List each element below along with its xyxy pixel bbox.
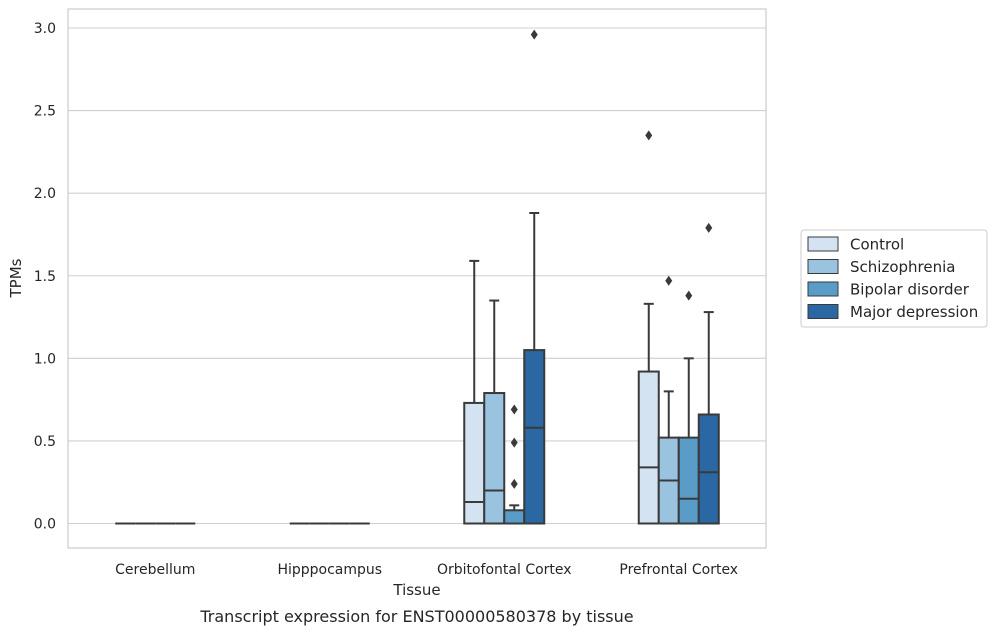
box-group [697, 222, 720, 525]
chart-caption: Transcript expression for ENST0000058037… [199, 607, 633, 626]
legend-label: Major depression [850, 303, 978, 321]
box-group [503, 404, 526, 525]
outlier-point [685, 290, 693, 301]
y-tick-label: 1.0 [34, 351, 56, 367]
outlier-point [665, 275, 673, 286]
box [483, 392, 506, 525]
x-tick-label: Prefrontal Cortex [619, 562, 738, 578]
legend-swatch [807, 304, 839, 319]
box [637, 370, 660, 525]
box [697, 413, 720, 525]
legend-swatch [807, 259, 839, 274]
legend: Control Schizophrenia Bipolar disorder Majo… [800, 229, 988, 328]
box [503, 509, 526, 525]
legend-swatch [807, 236, 839, 252]
legend-frame [800, 229, 988, 328]
x-tick-label: Orbitofontal Cortex [437, 562, 572, 578]
outlier-point [645, 130, 653, 141]
y-tick-label: 0.0 [34, 517, 56, 533]
legend-label: Control [850, 236, 904, 254]
box-series [115, 29, 720, 525]
box-group [483, 299, 506, 525]
box [463, 401, 486, 525]
x-tick-label: Cerebellum [115, 562, 195, 578]
legend-swatch [807, 281, 839, 297]
outlier-point [705, 222, 713, 233]
outlier-point [510, 404, 518, 415]
x-tick-labels: Cerebellum Hipppocampus Orbitofontal Corte… [115, 562, 738, 578]
box-group [637, 130, 660, 525]
outlier-point [510, 478, 518, 489]
y-tick-labels: 0.0 0.5 1.0 1.5 2.0 2.5 3.0 [34, 21, 56, 533]
y-tick-label: 3.0 [34, 21, 56, 37]
outlier-point [530, 29, 538, 40]
y-tick-label: 1.5 [34, 269, 56, 285]
legend-label: Schizophrenia [850, 258, 955, 276]
y-tick-label: 2.0 [34, 186, 56, 202]
x-axis-label: Tissue [392, 581, 440, 599]
box-group [523, 29, 546, 525]
box [677, 436, 700, 525]
y-tick-label: 2.5 [34, 104, 56, 120]
box [523, 349, 546, 525]
y-tick-label: 0.5 [34, 434, 56, 450]
outlier-point [510, 437, 518, 448]
x-tick-label: Hipppocampus [277, 562, 382, 578]
legend-label: Bipolar disorder [850, 281, 970, 299]
y-axis-label: TPMs [7, 258, 25, 298]
